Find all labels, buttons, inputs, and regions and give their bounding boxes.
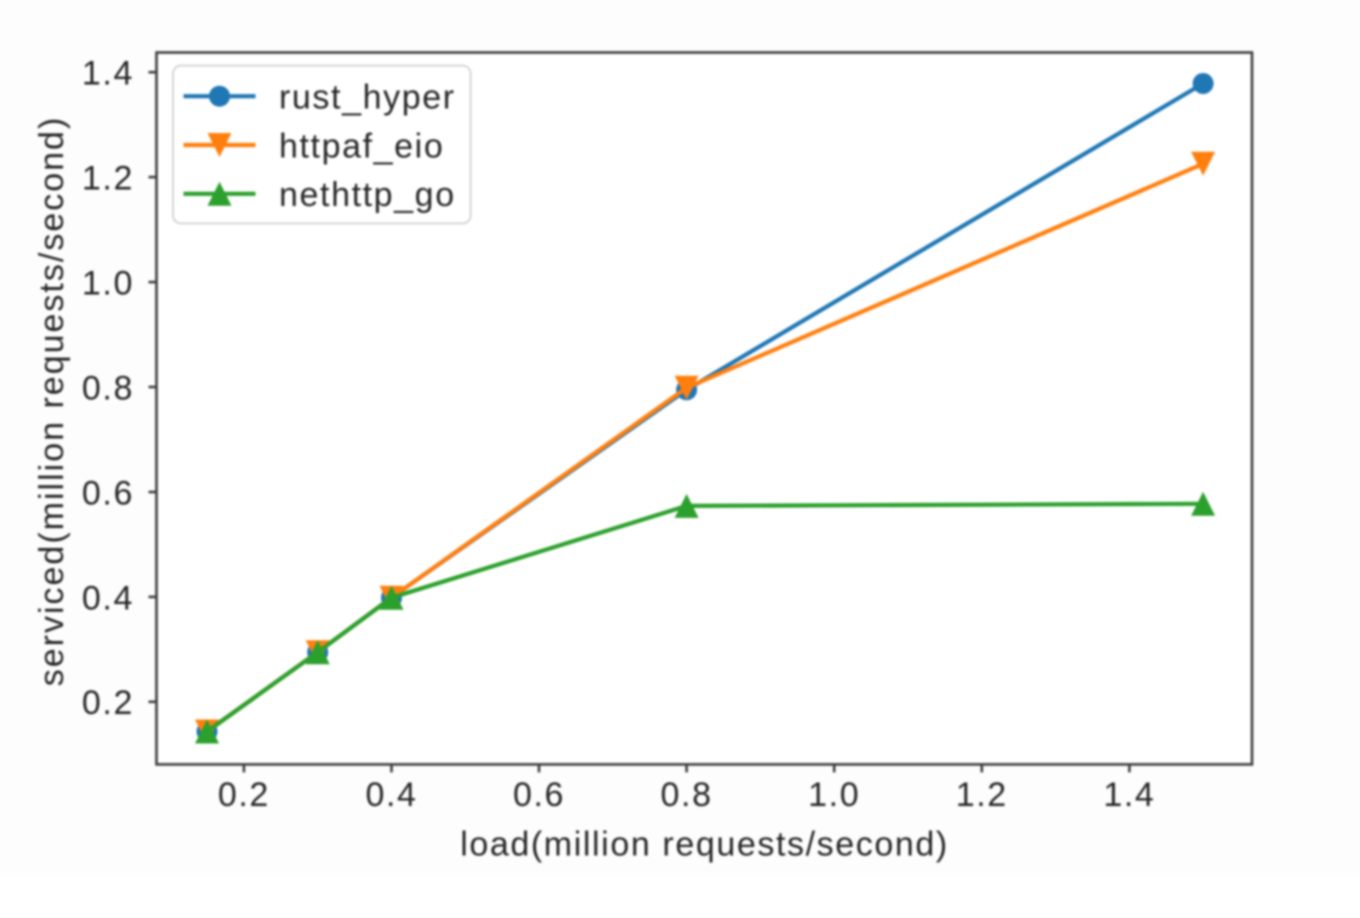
svg-text:0.8: 0.8 <box>82 369 134 407</box>
svg-text:0.8: 0.8 <box>661 776 713 814</box>
svg-text:1.0: 1.0 <box>82 265 134 303</box>
svg-text:load(million requests/second): load(million requests/second) <box>460 826 949 864</box>
svg-text:1.4: 1.4 <box>82 55 134 93</box>
svg-text:1.4: 1.4 <box>1103 776 1155 814</box>
svg-text:0.2: 0.2 <box>82 684 134 722</box>
svg-text:0.6: 0.6 <box>82 474 134 512</box>
svg-text:1.0: 1.0 <box>808 776 860 814</box>
svg-text:nethttp_go: nethttp_go <box>279 176 456 214</box>
svg-text:0.2: 0.2 <box>218 776 270 814</box>
svg-text:httpaf_eio: httpaf_eio <box>279 127 444 165</box>
svg-text:rust_hyper: rust_hyper <box>279 79 456 117</box>
svg-text:0.4: 0.4 <box>82 579 134 617</box>
svg-text:1.2: 1.2 <box>82 160 134 198</box>
svg-text:serviced(million requests/seco: serviced(million requests/second) <box>33 116 71 687</box>
svg-text:0.6: 0.6 <box>513 776 565 814</box>
svg-text:0.4: 0.4 <box>365 776 417 814</box>
svg-text:1.2: 1.2 <box>956 776 1008 814</box>
